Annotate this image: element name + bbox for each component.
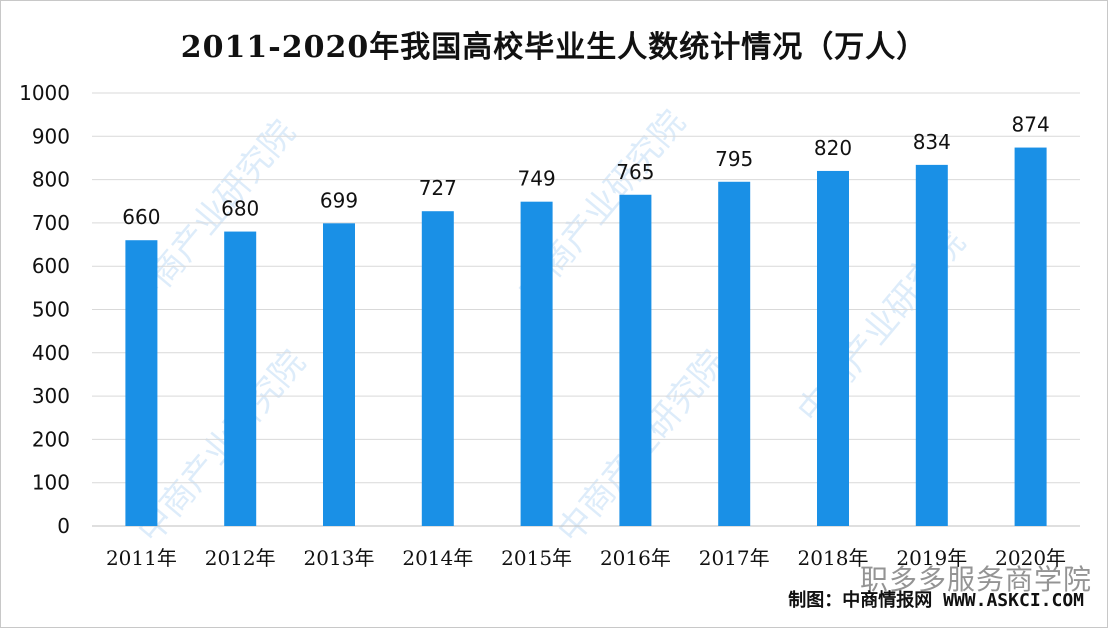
bar xyxy=(323,223,355,526)
bar xyxy=(520,201,553,527)
x-tick-label: 2011年 xyxy=(106,546,177,570)
bar xyxy=(619,194,652,526)
x-tick-label: 2012年 xyxy=(205,546,276,570)
x-tick-label: 2019年 xyxy=(896,546,967,570)
bar xyxy=(224,231,257,526)
overlay-watermark: 职多多服务商学院 xyxy=(860,563,1093,596)
bar xyxy=(915,164,948,527)
x-tick-label: 2017年 xyxy=(699,546,770,570)
bar xyxy=(421,211,454,527)
x-tick-label: 2020年 xyxy=(995,546,1066,570)
data-label: 749 xyxy=(518,167,556,191)
y-tick-label: 200 xyxy=(32,427,70,451)
y-tick-label: 500 xyxy=(32,298,70,322)
bar xyxy=(817,170,849,526)
data-label: 660 xyxy=(122,205,160,229)
x-tick-label: 2014年 xyxy=(402,546,473,570)
bar xyxy=(1014,147,1047,527)
y-tick-label: 0 xyxy=(57,514,70,538)
data-label: 699 xyxy=(320,188,358,212)
x-tick-label: 2018年 xyxy=(798,546,869,570)
chart-title: 2011-2020年我国高校毕业生人数统计情况（万人） xyxy=(180,30,928,65)
y-tick-label: 600 xyxy=(32,254,70,278)
data-label: 834 xyxy=(913,130,951,154)
bar xyxy=(718,181,751,526)
bar xyxy=(125,240,158,526)
x-tick-label: 2013年 xyxy=(304,546,375,570)
y-tick-label: 700 xyxy=(32,211,70,235)
data-label: 874 xyxy=(1012,113,1050,137)
y-tick-label: 100 xyxy=(32,471,70,495)
y-tick-label: 900 xyxy=(32,124,70,148)
data-label: 680 xyxy=(221,197,259,221)
data-label: 820 xyxy=(814,136,852,160)
x-tick-label: 2015年 xyxy=(501,546,572,570)
y-tick-label: 400 xyxy=(32,341,70,365)
y-tick-label: 800 xyxy=(32,168,70,192)
x-tick-label: 2016年 xyxy=(600,546,671,570)
data-label: 727 xyxy=(419,176,457,200)
source-note: 制图：中商情报网 WWW.ASKCI.COM xyxy=(788,590,1084,611)
data-label: 765 xyxy=(616,160,654,184)
y-tick-label: 1000 xyxy=(19,81,70,105)
data-label: 795 xyxy=(715,147,753,171)
y-tick-label: 300 xyxy=(32,384,70,408)
